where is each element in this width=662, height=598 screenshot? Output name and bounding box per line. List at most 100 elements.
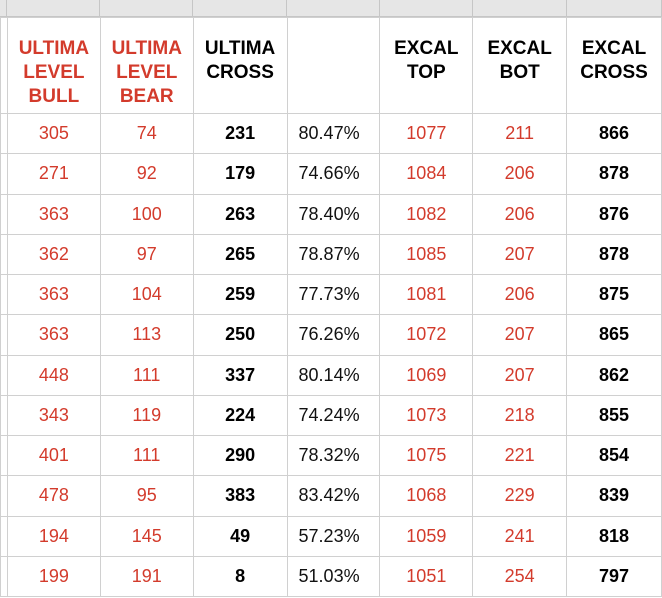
cell-percent[interactable]: 83.42%: [286, 475, 381, 517]
row-stub-cell[interactable]: [0, 233, 8, 276]
cell-ultima-level-bull[interactable]: 199: [6, 555, 101, 598]
cell-excal-bot[interactable]: 206: [472, 273, 568, 316]
row-stub-cell[interactable]: [0, 314, 8, 356]
header-excal-top[interactable]: EXCAL TOP: [379, 17, 474, 114]
cell-ultima-level-bull[interactable]: 363: [6, 314, 101, 356]
row-stub-cell[interactable]: [0, 112, 8, 155]
row-stub-cell[interactable]: [0, 153, 8, 195]
cell-excal-cross[interactable]: 866: [566, 112, 662, 155]
row-stub-cell[interactable]: [0, 193, 8, 235]
cell-excal-top[interactable]: 1068: [379, 475, 474, 517]
cell-excal-bot[interactable]: 211: [472, 112, 568, 155]
cell-percent[interactable]: 80.47%: [286, 112, 381, 155]
cell-ultima-level-bull[interactable]: 271: [6, 153, 101, 195]
cell-excal-cross[interactable]: 878: [566, 233, 662, 276]
cell-excal-top[interactable]: 1051: [379, 555, 474, 598]
cell-excal-top[interactable]: 1082: [379, 193, 474, 235]
column-header-cell[interactable]: [567, 0, 662, 17]
cell-ultima-level-bull[interactable]: 363: [6, 193, 101, 235]
cell-excal-bot[interactable]: 229: [472, 475, 568, 517]
cell-excal-top[interactable]: 1085: [379, 233, 474, 276]
row-stub-cell[interactable]: [0, 394, 8, 437]
cell-ultima-level-bull[interactable]: 448: [6, 354, 101, 396]
cell-excal-bot[interactable]: 206: [472, 153, 568, 195]
cell-ultima-cross[interactable]: 259: [192, 273, 288, 316]
cell-excal-top[interactable]: 1075: [379, 434, 474, 477]
cell-excal-top[interactable]: 1069: [379, 354, 474, 396]
header-excal-bot[interactable]: EXCAL BOT: [472, 17, 568, 114]
header-percent[interactable]: [286, 17, 381, 114]
cell-percent[interactable]: 78.32%: [286, 434, 381, 477]
cell-ultima-level-bear[interactable]: 97: [99, 233, 194, 276]
cell-ultima-level-bull[interactable]: 343: [6, 394, 101, 437]
header-ultima-cross[interactable]: ULTIMA CROSS: [192, 17, 288, 114]
cell-excal-bot[interactable]: 218: [472, 394, 568, 437]
cell-ultima-cross[interactable]: 290: [192, 434, 288, 477]
cell-excal-top[interactable]: 1077: [379, 112, 474, 155]
cell-excal-cross[interactable]: 839: [566, 475, 662, 517]
cell-ultima-level-bear[interactable]: 191: [99, 555, 194, 598]
cell-excal-top[interactable]: 1081: [379, 273, 474, 316]
cell-ultima-cross[interactable]: 49: [192, 515, 288, 557]
cell-percent[interactable]: 80.14%: [286, 354, 381, 396]
cell-ultima-level-bear[interactable]: 113: [99, 314, 194, 356]
column-header-cell[interactable]: [193, 0, 287, 17]
column-header-cell[interactable]: [7, 0, 100, 17]
cell-ultima-cross[interactable]: 337: [192, 354, 288, 396]
row-stub-cell[interactable]: [0, 555, 8, 598]
cell-ultima-level-bull[interactable]: 305: [6, 112, 101, 155]
row-stub-cell[interactable]: [0, 515, 8, 557]
cell-excal-cross[interactable]: 818: [566, 515, 662, 557]
cell-ultima-level-bull[interactable]: 478: [6, 475, 101, 517]
cell-ultima-cross[interactable]: 250: [192, 314, 288, 356]
cell-ultima-level-bear[interactable]: 145: [99, 515, 194, 557]
cell-ultima-cross[interactable]: 263: [192, 193, 288, 235]
cell-excal-cross[interactable]: 865: [566, 314, 662, 356]
cell-ultima-level-bull[interactable]: 194: [6, 515, 101, 557]
cell-excal-bot[interactable]: 241: [472, 515, 568, 557]
row-stub-cell[interactable]: [0, 434, 8, 477]
cell-ultima-level-bull[interactable]: 363: [6, 273, 101, 316]
cell-percent[interactable]: 74.66%: [286, 153, 381, 195]
column-header-cell[interactable]: [473, 0, 567, 17]
cell-excal-cross[interactable]: 875: [566, 273, 662, 316]
cell-percent[interactable]: 77.73%: [286, 273, 381, 316]
column-header-cell[interactable]: [0, 0, 7, 17]
cell-ultima-level-bear[interactable]: 74: [99, 112, 194, 155]
cell-ultima-level-bull[interactable]: 401: [6, 434, 101, 477]
cell-percent[interactable]: 57.23%: [286, 515, 381, 557]
row-stub-cell[interactable]: [0, 475, 8, 517]
column-header-cell[interactable]: [287, 0, 380, 17]
cell-ultima-cross[interactable]: 224: [192, 394, 288, 437]
cell-ultima-level-bear[interactable]: 111: [99, 354, 194, 396]
cell-excal-top[interactable]: 1059: [379, 515, 474, 557]
column-header-cell[interactable]: [380, 0, 473, 17]
cell-ultima-cross[interactable]: 383: [192, 475, 288, 517]
cell-excal-top[interactable]: 1072: [379, 314, 474, 356]
cell-excal-bot[interactable]: 207: [472, 354, 568, 396]
cell-excal-cross[interactable]: 876: [566, 193, 662, 235]
header-ultima-level-bull[interactable]: ULTIMA LEVEL BULL: [6, 17, 101, 114]
cell-excal-top[interactable]: 1084: [379, 153, 474, 195]
column-header-cell[interactable]: [100, 0, 193, 17]
cell-excal-cross[interactable]: 797: [566, 555, 662, 598]
cell-percent[interactable]: 76.26%: [286, 314, 381, 356]
cell-excal-bot[interactable]: 221: [472, 434, 568, 477]
cell-excal-cross[interactable]: 854: [566, 434, 662, 477]
cell-excal-cross[interactable]: 862: [566, 354, 662, 396]
cell-ultima-cross[interactable]: 231: [192, 112, 288, 155]
cell-percent[interactable]: 78.87%: [286, 233, 381, 276]
cell-excal-cross[interactable]: 855: [566, 394, 662, 437]
cell-percent[interactable]: 74.24%: [286, 394, 381, 437]
cell-ultima-level-bear[interactable]: 119: [99, 394, 194, 437]
cell-excal-bot[interactable]: 206: [472, 193, 568, 235]
cell-ultima-level-bull[interactable]: 362: [6, 233, 101, 276]
cell-ultima-level-bear[interactable]: 104: [99, 273, 194, 316]
row-stub-cell[interactable]: [0, 17, 8, 114]
header-excal-cross[interactable]: EXCAL CROSS: [566, 17, 662, 114]
cell-percent[interactable]: 51.03%: [286, 555, 381, 598]
cell-ultima-level-bear[interactable]: 92: [99, 153, 194, 195]
cell-ultima-level-bear[interactable]: 111: [99, 434, 194, 477]
cell-excal-bot[interactable]: 207: [472, 314, 568, 356]
cell-excal-cross[interactable]: 878: [566, 153, 662, 195]
